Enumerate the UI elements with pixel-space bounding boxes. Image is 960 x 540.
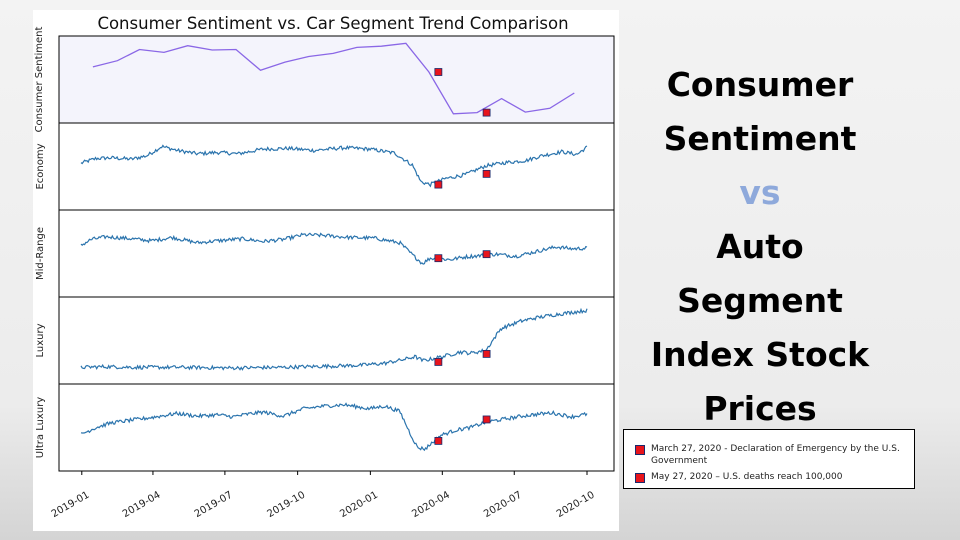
side-title: Consumer Sentiment vs Auto Segment Index… — [630, 58, 890, 436]
x-tick-label: 2020-10 — [555, 490, 597, 520]
event-marker — [482, 349, 491, 358]
legend-label: May 27, 2020 – U.S. deaths reach 100,000 — [651, 472, 843, 482]
trend-chart: Consumer Sentiment vs. Car Segment Trend… — [34, 14, 615, 520]
side-title-line: Prices — [703, 389, 817, 428]
side-title-line: Index Stock — [650, 335, 870, 374]
chart-panel: Consumer Sentiment vs. Car Segment Trend… — [33, 10, 619, 531]
event-marker — [434, 358, 443, 366]
legend-marker-icon — [635, 473, 645, 483]
segment-line — [80, 307, 588, 371]
sentiment-line — [92, 42, 575, 115]
event-marker — [434, 180, 443, 189]
side-title-line: Sentiment — [663, 119, 857, 158]
legend-label: March 27, 2020 - Declaration of Emergenc… — [651, 444, 900, 466]
x-tick-label: 2019-10 — [266, 490, 308, 520]
event-marker — [482, 250, 491, 259]
x-tick-label: 2019-01 — [50, 490, 92, 520]
chart-panels: Consumer Sentiment Economy Mid-Range Luxury… — [34, 26, 615, 472]
segment-line — [80, 232, 588, 265]
legend-entry: May 27, 2020 – U.S. deaths reach 100,000 — [635, 471, 906, 483]
side-title-line: Segment — [677, 281, 843, 320]
side-title-line: Consumer — [666, 65, 854, 104]
panel-ylabel: Consumer Sentiment — [34, 26, 45, 132]
x-tick-label: 2020-04 — [410, 490, 452, 520]
segment-line — [80, 144, 588, 188]
event-marker — [434, 436, 443, 445]
side-title-vs: vs — [739, 173, 781, 212]
x-tick-label: 2019-04 — [121, 490, 163, 520]
chart-legend: March 27, 2020 - Declaration of Emergenc… — [623, 429, 915, 489]
chart-title: Consumer Sentiment vs. Car Segment Trend… — [97, 14, 568, 33]
panel-frame — [58, 383, 615, 472]
event-marker — [482, 108, 491, 117]
panel-ylabel: Mid-Range — [35, 227, 46, 280]
panel-ylabel: Ultra Luxury — [35, 397, 46, 459]
event-marker — [434, 254, 443, 263]
event-marker — [482, 415, 491, 424]
panel-frame — [58, 296, 615, 385]
panel-frame — [58, 122, 615, 211]
legend-marker-icon — [635, 445, 645, 455]
panel-background — [59, 36, 614, 123]
event-marker — [434, 68, 443, 76]
x-tick-label: 2020-07 — [482, 490, 524, 520]
x-tick-label: 2019-07 — [193, 490, 235, 520]
segment-line — [80, 402, 588, 452]
event-marker — [482, 169, 491, 178]
side-title-line: Auto — [716, 227, 804, 266]
x-tick-label: 2020-01 — [338, 490, 380, 520]
panel-ylabel: Economy — [35, 143, 46, 189]
x-axis: 2019-01 2019-04 2019-07 2019-10 2020-01 2020-… — [50, 471, 597, 520]
panel-ylabel: Luxury — [35, 323, 46, 357]
legend-entry: March 27, 2020 - Declaration of Emergenc… — [635, 443, 906, 467]
